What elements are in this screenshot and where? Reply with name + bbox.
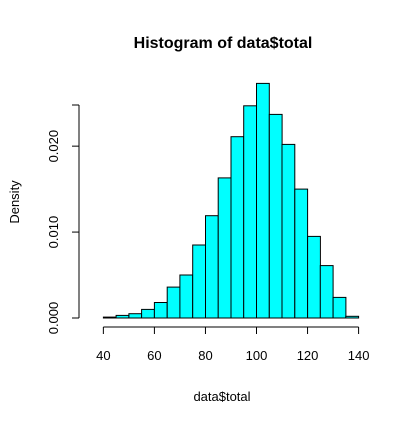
x-tick-label: 80 (198, 348, 212, 363)
histogram-bar (256, 82, 270, 319)
histogram-bar (205, 215, 219, 319)
x-tick-label: 60 (147, 348, 161, 363)
y-tick-label: 0.020 (46, 130, 61, 163)
histogram-bar (307, 235, 321, 319)
histogram-bar (153, 302, 168, 319)
histogram-bar (102, 316, 117, 319)
x-axis: 40 60 80 100 120 140 (96, 326, 370, 363)
x-tick-label: 100 (246, 348, 268, 363)
x-tick-label: 40 (96, 348, 110, 363)
histogram-bar (115, 314, 130, 319)
histogram-bar (281, 143, 296, 319)
histogram-bar (192, 244, 206, 319)
x-tick-label: 120 (297, 348, 319, 363)
y-tick-label: 0.010 (46, 216, 61, 249)
histogram-bars (102, 82, 360, 319)
y-axis-label: Density (7, 180, 22, 224)
chart-title: Histogram of data$total (134, 35, 313, 52)
histogram-bar (166, 286, 181, 319)
y-tick-label: 0.000 (46, 302, 61, 335)
histogram-bar (128, 313, 143, 319)
y-axis: 0.000 0.010 0.020 (46, 104, 80, 335)
histogram-bar (294, 188, 309, 319)
histogram-bar (332, 296, 347, 319)
histogram-bar (179, 274, 194, 319)
histogram-bar (268, 113, 283, 319)
histogram-bar (243, 105, 257, 319)
histogram-bar (345, 315, 360, 319)
histogram-bar (319, 265, 334, 319)
x-axis-label: data$total (193, 389, 250, 404)
histogram-bar (230, 136, 245, 319)
x-tick-label: 140 (348, 348, 370, 363)
histogram-bar (217, 177, 232, 319)
histogram-bar (141, 308, 155, 319)
